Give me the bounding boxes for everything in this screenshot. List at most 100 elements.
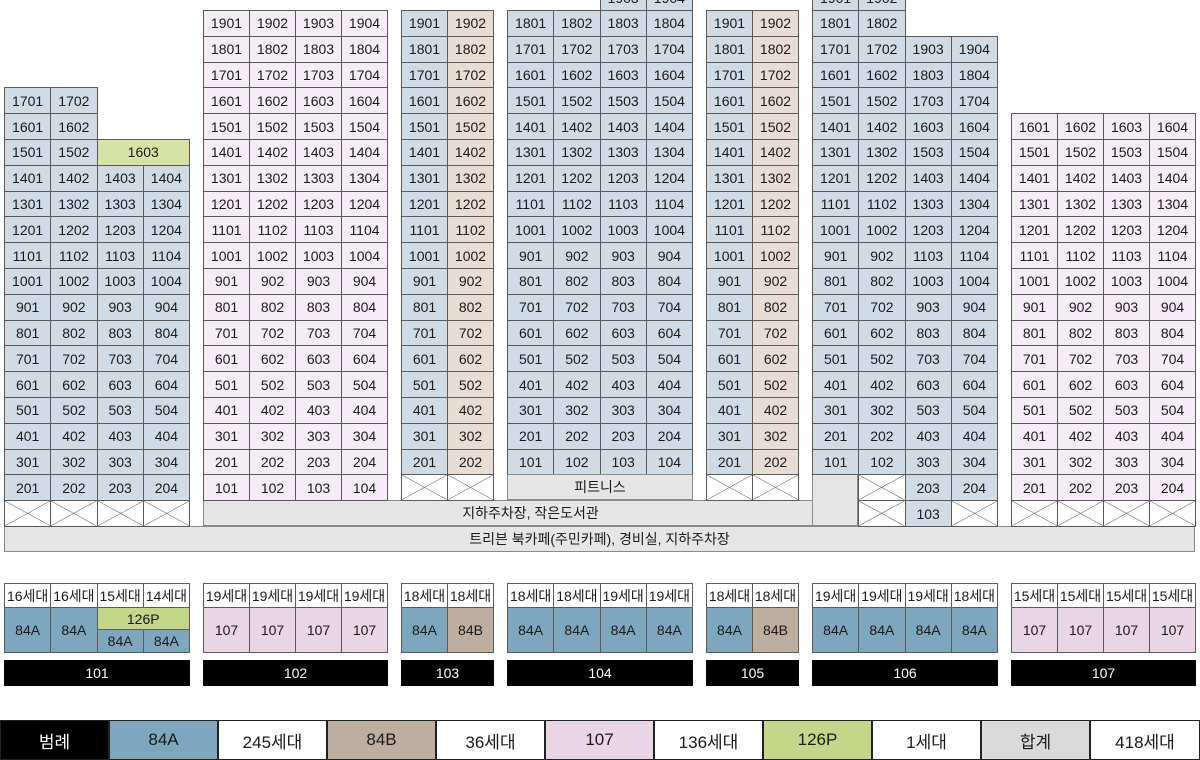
unit-cell[interactable]: 1002 xyxy=(1057,268,1104,295)
unit-cell[interactable]: 1303 xyxy=(599,139,647,166)
unit-cell[interactable]: 1804 xyxy=(950,61,998,89)
unit-cell[interactable]: 1603 xyxy=(295,87,342,115)
unit-cell[interactable]: 204 xyxy=(645,422,693,450)
unit-cell[interactable]: 1302 xyxy=(447,164,494,192)
unit-cell[interactable]: 501 xyxy=(203,371,250,398)
unit-cell[interactable]: 1201 xyxy=(812,164,860,192)
unit-cell[interactable]: 602 xyxy=(249,345,296,373)
unit-cell[interactable]: 703 xyxy=(295,319,342,347)
unit-cell[interactable]: 901 xyxy=(1011,293,1058,321)
unit-cell[interactable]: 501 xyxy=(812,345,860,373)
unit-cell[interactable]: 1802 xyxy=(249,35,296,63)
unit-cell[interactable]: 701 xyxy=(4,345,52,373)
unit-cell[interactable]: 201 xyxy=(1011,474,1058,502)
unit-cell[interactable]: 1204 xyxy=(950,216,998,244)
unit-cell[interactable]: 1203 xyxy=(599,164,647,192)
unit-cell[interactable]: 803 xyxy=(1103,319,1150,347)
unit-cell[interactable]: 302 xyxy=(249,422,296,450)
unit-cell[interactable]: 703 xyxy=(599,293,647,321)
unit-cell[interactable]: 1602 xyxy=(447,87,494,115)
unit-cell[interactable]: 801 xyxy=(4,319,52,347)
unit-cell[interactable]: 302 xyxy=(553,397,601,424)
unit-cell[interactable]: 903 xyxy=(599,242,647,269)
unit-cell[interactable]: 1701 xyxy=(507,35,555,63)
unit-cell[interactable]: 303 xyxy=(96,448,144,476)
unit-cell[interactable]: 1601 xyxy=(4,113,52,140)
unit-cell[interactable]: 103 xyxy=(904,500,952,527)
unit-cell[interactable]: 503 xyxy=(904,397,952,424)
unit-cell[interactable]: 1302 xyxy=(50,190,98,218)
unit-cell[interactable]: 603 xyxy=(904,371,952,398)
unit-cell[interactable]: 1602 xyxy=(1057,113,1104,140)
unit-cell[interactable]: 902 xyxy=(249,268,296,295)
unit-cell[interactable]: 602 xyxy=(447,345,494,373)
unit-cell[interactable]: 1002 xyxy=(858,216,906,244)
unit-cell[interactable]: 1102 xyxy=(249,216,296,244)
unit-cell[interactable]: 904 xyxy=(645,242,693,269)
unit-cell[interactable]: 1604 xyxy=(341,87,388,115)
unit-cell[interactable]: 1201 xyxy=(507,164,555,192)
unit-cell[interactable]: 1604 xyxy=(1149,113,1196,140)
unit-cell[interactable]: 502 xyxy=(858,345,906,373)
unit-cell[interactable]: 902 xyxy=(858,242,906,269)
unit-cell[interactable]: 1601 xyxy=(507,61,555,89)
unit-cell[interactable]: 801 xyxy=(1011,319,1058,347)
unit-cell[interactable]: 1503 xyxy=(904,139,952,166)
unit-cell[interactable]: 1601 xyxy=(1011,113,1058,140)
unit-cell[interactable]: 202 xyxy=(50,474,98,502)
unit-cell[interactable]: 1402 xyxy=(858,113,906,140)
unit-cell[interactable]: 1603 xyxy=(904,113,952,140)
unit-cell[interactable]: 702 xyxy=(1057,345,1104,373)
unit-cell[interactable]: 402 xyxy=(1057,422,1104,450)
unit-cell[interactable]: 903 xyxy=(1103,293,1150,321)
unit-cell[interactable]: 1301 xyxy=(812,139,860,166)
unit-cell[interactable]: 1501 xyxy=(1011,139,1058,166)
unit-cell[interactable]: 1202 xyxy=(1057,216,1104,244)
unit-cell[interactable]: 1303 xyxy=(96,190,144,218)
unit-cell[interactable]: 1504 xyxy=(950,139,998,166)
unit-cell[interactable]: 1702 xyxy=(249,61,296,89)
unit-cell[interactable]: 304 xyxy=(1149,448,1196,476)
unit-cell[interactable]: 1203 xyxy=(96,216,144,244)
unit-cell[interactable]: 1502 xyxy=(50,139,98,166)
unit-cell[interactable]: 1901 xyxy=(203,10,250,37)
unit-cell[interactable]: 1003 xyxy=(1103,268,1150,295)
unit-cell[interactable]: 701 xyxy=(706,319,753,347)
unit-cell[interactable]: 803 xyxy=(96,319,144,347)
unit-cell[interactable]: 402 xyxy=(752,397,799,424)
unit-cell[interactable]: 703 xyxy=(96,345,144,373)
unit-cell[interactable]: 1602 xyxy=(249,87,296,115)
unit-cell[interactable]: 1501 xyxy=(401,113,448,140)
unit-cell[interactable]: 1101 xyxy=(507,190,555,218)
unit-cell[interactable]: 303 xyxy=(904,448,952,476)
unit-cell[interactable]: 901 xyxy=(401,268,448,295)
unit-cell[interactable]: 1402 xyxy=(447,139,494,166)
unit-cell[interactable]: 1702 xyxy=(858,35,906,63)
unit-cell[interactable]: 1102 xyxy=(447,216,494,244)
unit-cell[interactable]: 704 xyxy=(142,345,190,373)
unit-cell[interactable]: 1501 xyxy=(812,87,860,115)
unit-cell[interactable]: 803 xyxy=(904,319,952,347)
unit-cell[interactable]: 1102 xyxy=(752,216,799,244)
unit-cell[interactable]: 201 xyxy=(507,422,555,450)
unit-cell[interactable]: 1302 xyxy=(858,139,906,166)
unit-cell[interactable]: 1103 xyxy=(96,242,144,269)
unit-cell[interactable]: 1703 xyxy=(599,35,647,63)
unit-cell[interactable]: 401 xyxy=(1011,422,1058,450)
unit-cell[interactable]: 1602 xyxy=(752,87,799,115)
unit-cell[interactable]: 602 xyxy=(553,319,601,347)
unit-cell[interactable]: 303 xyxy=(1103,448,1150,476)
unit-cell[interactable]: 204 xyxy=(142,474,190,502)
unit-cell[interactable]: 1002 xyxy=(447,242,494,269)
unit-cell[interactable]: 1503 xyxy=(599,87,647,115)
unit-cell[interactable]: 1104 xyxy=(142,242,190,269)
unit-cell[interactable]: 603 xyxy=(96,371,144,398)
unit-cell[interactable]: 904 xyxy=(341,268,388,295)
unit-cell[interactable]: 903 xyxy=(904,293,952,321)
unit-cell[interactable]: 1103 xyxy=(904,242,952,269)
unit-cell[interactable]: 1301 xyxy=(401,164,448,192)
unit-cell[interactable]: 1104 xyxy=(950,242,998,269)
unit-cell[interactable]: 401 xyxy=(507,371,555,398)
unit-cell[interactable]: 1402 xyxy=(50,164,98,192)
unit-cell[interactable]: 103 xyxy=(599,448,647,476)
